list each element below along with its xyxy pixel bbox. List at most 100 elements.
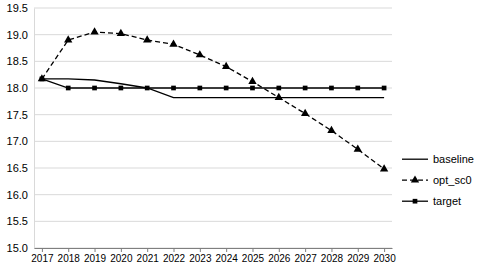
- grid: [34, 8, 392, 248]
- y-tick-label: 15.0: [7, 242, 28, 254]
- y-tick: 19.5: [7, 2, 34, 14]
- series-marker: [90, 27, 98, 34]
- legend-entry: opt_sc0: [402, 174, 472, 186]
- x-tick-mark: [384, 248, 385, 252]
- x-tick-label: 2020: [110, 253, 133, 264]
- y-tick-label: 18.0: [7, 82, 28, 94]
- x-tick-mark: [95, 248, 96, 252]
- y-tick: 17.0: [7, 135, 34, 147]
- x-tick-label: 2027: [295, 253, 318, 264]
- x-tick-mark: [279, 248, 280, 252]
- x-tick-mark: [121, 248, 122, 252]
- x-tick-mark: [174, 248, 175, 252]
- series-marker: [382, 86, 387, 91]
- x-tick-label: 2017: [31, 253, 54, 264]
- series-marker: [66, 86, 71, 91]
- y-tick: 16.5: [7, 162, 34, 174]
- series-marker: [119, 86, 124, 91]
- x-tick: 2025: [242, 248, 265, 264]
- series-marker: [276, 86, 281, 91]
- x-tick: 2030: [373, 248, 396, 264]
- x-tick-label: 2022: [163, 253, 186, 264]
- y-axis: 15.0 15.5 16.0 16.5 17.0 17.5 18.0 18.5 19.0 19.5: [7, 2, 35, 254]
- plot: 15.0 15.5 16.0 16.5 17.0 17.5 18.0 18.5 19.0 19.5…: [7, 2, 397, 264]
- y-tick-label: 17.5: [7, 109, 28, 121]
- legend-marker: [411, 175, 419, 182]
- x-axis-line: [35, 248, 393, 249]
- series-marker: [301, 109, 309, 116]
- series-marker: [250, 86, 255, 91]
- series-marker: [303, 86, 308, 91]
- series-marker: [40, 77, 45, 82]
- x-tick: 2019: [84, 248, 107, 264]
- y-tick: 19.0: [7, 29, 34, 41]
- x-tick: 2022: [163, 248, 186, 264]
- y-tick-label: 16.0: [7, 189, 28, 201]
- series-marker: [354, 145, 362, 152]
- x-tick-label: 2019: [84, 253, 107, 264]
- x-tick-label: 2025: [242, 253, 265, 264]
- grid-line: [34, 248, 392, 249]
- y-tick-label: 15.5: [7, 215, 28, 227]
- x-tick-mark: [200, 248, 201, 252]
- series-marker: [145, 86, 150, 91]
- x-tick: 2027: [295, 248, 318, 264]
- y-tick-label: 18.5: [7, 55, 28, 67]
- legend: baseline opt_sc0target: [402, 153, 474, 207]
- legend-swatch: [402, 159, 428, 160]
- y-tick-label: 17.0: [7, 135, 28, 147]
- grid-line: [34, 8, 392, 9]
- x-tick-mark: [226, 248, 227, 252]
- x-tick-label: 2024: [216, 253, 239, 264]
- chart: 15.0 15.5 16.0 16.5 17.0 17.5 18.0 18.5 19.0 19.5…: [0, 0, 500, 268]
- x-tick: 2026: [268, 248, 291, 264]
- x-tick-label: 2030: [373, 253, 396, 264]
- series-line: [42, 79, 384, 98]
- grid-line: [34, 168, 392, 169]
- marks: [38, 27, 389, 171]
- x-tick: 2024: [216, 248, 239, 264]
- y-axis-line: [34, 9, 35, 249]
- series-marker: [248, 77, 256, 84]
- x-tick-mark: [147, 248, 148, 252]
- y-tick: 17.5: [7, 109, 34, 121]
- series-marker: [355, 86, 360, 91]
- grid-line: [34, 114, 392, 115]
- series-marker: [171, 86, 176, 91]
- x-tick-mark: [42, 248, 43, 252]
- series-marker: [64, 35, 72, 42]
- series-marker: [197, 86, 202, 91]
- x-tick-label: 2029: [347, 253, 370, 264]
- x-axis: 2017201820192020202120222023202420252026…: [31, 248, 396, 264]
- series-marker: [380, 164, 388, 171]
- y-tick-label: 19.0: [7, 29, 28, 41]
- x-tick: 2029: [347, 248, 370, 264]
- grid-line: [34, 61, 392, 62]
- series-marker: [224, 86, 229, 91]
- legend-marker: [413, 199, 418, 204]
- series-marker: [327, 126, 335, 133]
- x-tick-label: 2028: [321, 253, 344, 264]
- x-tick-mark: [252, 248, 253, 252]
- x-tick: 2020: [110, 248, 133, 264]
- x-tick: 2023: [189, 248, 212, 264]
- x-tick-label: 2026: [268, 253, 291, 264]
- legend-label: target: [433, 195, 461, 207]
- x-tick-mark: [305, 248, 306, 252]
- legend-entry: baseline: [402, 153, 474, 165]
- y-tick: 18.5: [7, 55, 34, 67]
- x-tick: 2017: [31, 248, 54, 264]
- y-tick: 15.5: [7, 215, 34, 227]
- legend-label: opt_sc0: [433, 174, 472, 186]
- y-tick: 16.0: [7, 189, 34, 201]
- y-tick: 18.0: [7, 82, 34, 94]
- series-marker: [92, 86, 97, 91]
- series-marker: [117, 29, 125, 36]
- x-tick: 2021: [137, 248, 160, 264]
- grid-line: [34, 141, 392, 142]
- y-tick-label: 16.5: [7, 162, 28, 174]
- y-tick: 15.0: [7, 242, 34, 254]
- series-line: [42, 32, 384, 169]
- series-marker: [275, 93, 283, 100]
- series-marker: [143, 35, 151, 42]
